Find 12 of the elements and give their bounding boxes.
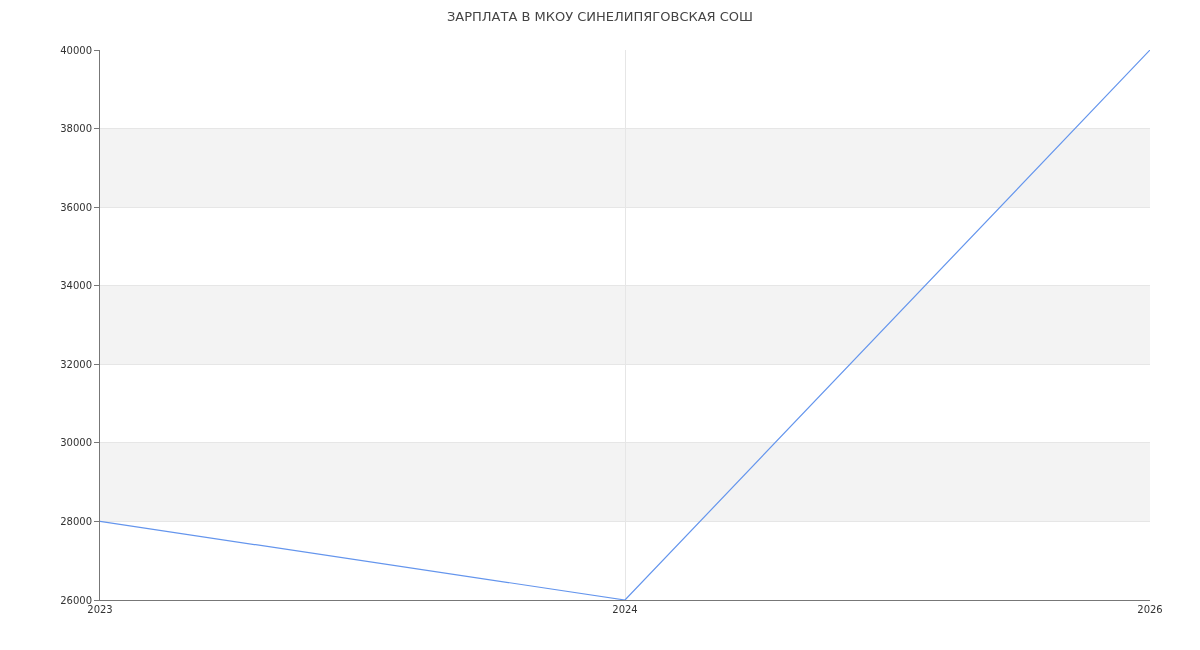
y-tick-label: 36000	[60, 201, 92, 213]
y-tick-label: 26000	[60, 594, 92, 606]
y-tick-label: 32000	[60, 358, 92, 370]
chart-title: ЗАРПЛАТА В МКОУ СИНЕЛИПЯГОВСКАЯ СОШ	[446, 9, 754, 25]
y-tick-label: 28000	[60, 515, 92, 527]
x-tick-label: 2024	[612, 604, 638, 615]
y-tick-label: 40000	[60, 44, 92, 56]
x-tick-label: 2026	[1137, 604, 1163, 615]
y-tick-label: 38000	[60, 123, 92, 135]
x-tick-label: 2023	[87, 604, 113, 615]
y-tick-label: 30000	[60, 437, 92, 449]
y-tick-label: 34000	[60, 280, 92, 292]
